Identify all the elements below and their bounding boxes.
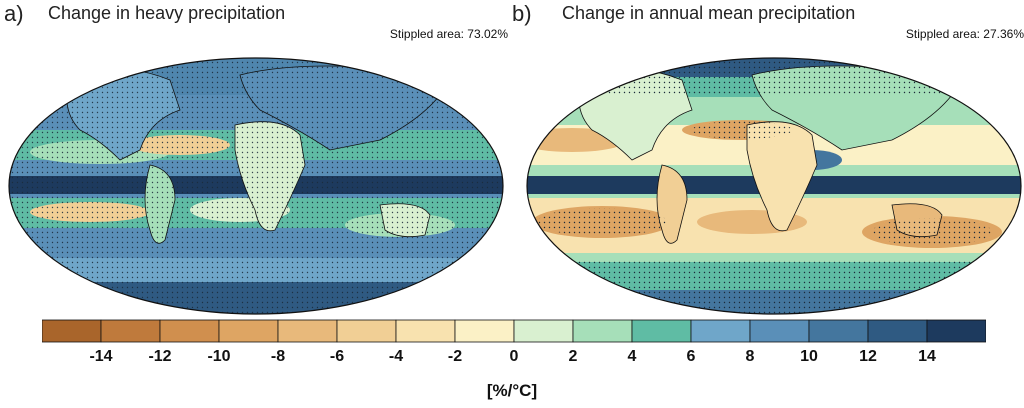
colorbar-segment	[690, 319, 751, 343]
panel-annual-mean-precipitation: b) Change in annual mean precipitation S…	[512, 0, 1024, 320]
stippled-area-note: Stippled area: 27.36%	[905, 27, 1024, 41]
world-map-heavy-precipitation	[8, 57, 504, 315]
colorbar-tick-label: -4	[388, 348, 404, 365]
panel-letter: b)	[512, 1, 532, 26]
panel-letter: a)	[4, 1, 24, 26]
colorbar-segment	[749, 319, 810, 343]
colorbar-segment	[867, 319, 928, 343]
colorbar-segment	[926, 319, 986, 343]
colorbar-tick-label: 4	[627, 348, 637, 365]
colorbar-tick-label: -2	[447, 348, 463, 365]
colorbar-segment	[336, 319, 397, 343]
world-map-annual-mean-precipitation	[526, 57, 1022, 315]
colorbar-segment	[100, 319, 161, 343]
panel-heavy-precipitation: a) Change in heavy precipitation Stipple…	[0, 0, 512, 320]
stippled-area-note: Stippled area: 73.02%	[389, 27, 508, 41]
colorbar-tick-label: -10	[207, 348, 231, 365]
colorbar-tick-label: 2	[568, 348, 578, 365]
colorbar-segment	[631, 319, 692, 343]
panel-title: Change in annual mean precipitation	[562, 3, 856, 23]
colorbar-segment	[808, 319, 869, 343]
colorbar-tick-label: 6	[686, 348, 696, 365]
panel-title: Change in heavy precipitation	[48, 3, 286, 23]
colorbar-tick-label: -12	[148, 348, 172, 365]
colorbar-tick-label: 12	[859, 348, 877, 365]
colorbar-tick-label: -6	[329, 348, 345, 365]
colorbar	[42, 319, 986, 343]
colorbar-tick-label: 8	[745, 348, 755, 365]
colorbar-segment	[218, 319, 279, 343]
colorbar-tick-label: -8	[270, 348, 286, 365]
colorbar-segment	[513, 319, 574, 343]
colorbar-segment	[42, 319, 102, 343]
colorbar-tick-label: 0	[509, 348, 519, 365]
colorbar-segment	[395, 319, 456, 343]
colorbar-tick-label: 10	[800, 348, 818, 365]
colorbar-segment	[159, 319, 220, 343]
colorbar-segment	[454, 319, 515, 343]
colorbar-segment	[572, 319, 633, 343]
colorbar-tick-label: 14	[918, 348, 936, 365]
colorbar-segment	[277, 319, 338, 343]
colorbar-unit-label: [%/°C]	[486, 381, 538, 400]
colorbar-tick-label: -14	[89, 348, 113, 365]
